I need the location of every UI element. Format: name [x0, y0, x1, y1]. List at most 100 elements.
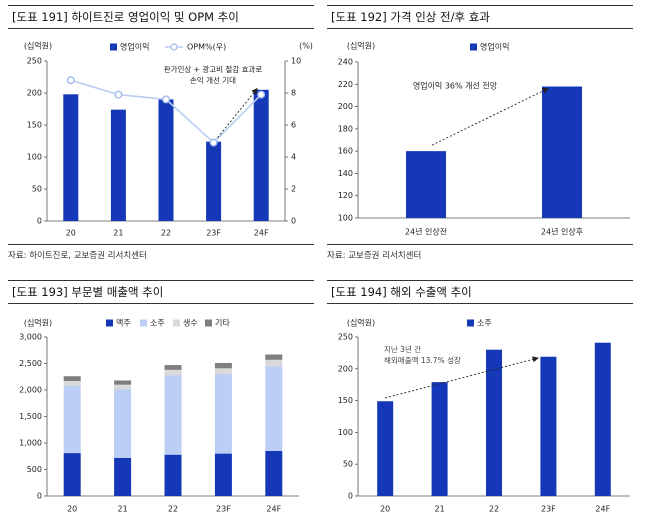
chart3-bar-segment — [164, 375, 182, 455]
chart1-x-tick-label: 22 — [161, 229, 171, 238]
chart3-bar-segment — [114, 384, 132, 390]
chart1-opm-legend-label: OPM%(우) — [187, 43, 226, 52]
chart1-y2-tick-label: 4 — [291, 153, 296, 162]
chart3-y-tick-label: 3,000 — [19, 333, 42, 342]
chart3-y-tick-label: 2,500 — [19, 359, 42, 368]
chart4-legend-label: 소주 — [477, 319, 492, 328]
chart1-op-legend-label: 영업이익 — [120, 42, 149, 52]
panel2-title: [도표 192] 가격 인상 전/후 효과 — [331, 10, 490, 24]
chart2-legend-swatch — [470, 43, 477, 51]
chart3-bar-segment — [164, 454, 182, 496]
chart2-legend-label: 영업이익 — [480, 42, 509, 52]
chart2-x-tick-label: 24년 인상전 — [405, 227, 447, 237]
chart3-0-legend-swatch — [106, 319, 113, 327]
chart4-y-tick-label: 250 — [338, 333, 353, 342]
chart1-y-tick-label: 50 — [32, 185, 42, 194]
chart1-annotation-line1: 판가인상 + 광고비 절감 효과로 — [164, 64, 263, 74]
chart1-opm-point — [257, 90, 266, 99]
chart1-bar — [158, 99, 174, 221]
chart3-1-legend-label: 소주 — [150, 319, 165, 328]
chart3-bar-segment — [265, 354, 283, 360]
chart1-op-legend-swatch — [110, 43, 117, 51]
chart3-x-tick-label: 22 — [168, 505, 178, 514]
chart3-bar-segment — [63, 380, 81, 386]
chart4-x-tick-label: 22 — [489, 505, 499, 514]
chart1-bar — [63, 94, 79, 221]
chart3-3-legend-label: 기타 — [215, 319, 230, 328]
chart2-arrow — [431, 88, 549, 146]
chart1-y-tick-label: 200 — [27, 89, 42, 98]
chart3-x-tick-label: 20 — [67, 505, 77, 514]
chart3-0-legend-label: 맥주 — [116, 318, 131, 328]
chart1-opm-legend-point — [170, 43, 178, 51]
chart1-y-unit: (십억원) — [24, 41, 52, 51]
chart3-bar-segment — [265, 359, 283, 367]
chart4-y-unit: (십억원) — [347, 318, 375, 328]
chart3-y-tick-label: 2,000 — [19, 386, 42, 395]
panel4-title-rule — [327, 303, 633, 304]
chart3-bar-segment — [164, 369, 182, 376]
chart2-y-unit: (십억원) — [347, 41, 375, 51]
chart2-y-tick-label: 200 — [338, 102, 353, 111]
chart1-y2-unit: (%) — [299, 42, 313, 51]
chart3-2-legend-label: 생수 — [183, 318, 198, 328]
chart3-bar-segment — [114, 457, 132, 496]
panel2-title-rule — [327, 28, 633, 29]
chart4-bar — [486, 349, 502, 496]
chart3-bar-segment — [63, 453, 81, 496]
chart3-y-tick-label: 500 — [27, 465, 42, 474]
chart2-y-tick-label: 180 — [338, 124, 353, 133]
chart1-bar — [110, 109, 126, 221]
chart3-bar-segment — [63, 385, 81, 454]
chart4-x-tick-label: 20 — [380, 505, 390, 514]
chart4-bar — [431, 382, 448, 496]
chart4-x-tick-label: 23F — [541, 505, 556, 514]
chart4-y-tick-label: 200 — [338, 364, 353, 373]
panel3-top-rule — [8, 280, 314, 281]
chart3-2-legend-swatch — [173, 319, 180, 327]
chart3-bar-segment — [114, 380, 132, 385]
panel1-bottom-rule — [8, 244, 314, 245]
chart1-opm-point — [114, 90, 123, 99]
chart2-y-tick-label: 160 — [338, 147, 353, 156]
panel3-title: [도표 193] 부문별 매출액 추이 — [12, 285, 164, 299]
chart2-bar — [542, 86, 582, 218]
chart1-y-tick-label: 250 — [27, 57, 42, 66]
chart1-opm-point — [161, 95, 170, 104]
chart3-1-legend-swatch — [140, 319, 147, 327]
chart1-y-tick-label: 100 — [27, 153, 42, 162]
chart4-x-tick-label: 24F — [595, 505, 610, 514]
chart1-annotation-line2: 손익 개선 기대 — [190, 75, 236, 85]
chart3-bar-segment — [214, 362, 232, 369]
chart1-opm-point — [66, 76, 75, 85]
panel3-title-rule — [8, 303, 314, 304]
chart4-annotation-line2: 해외매출액 13.7% 성장 — [384, 355, 461, 365]
chart4-y-tick-label: 0 — [348, 492, 353, 501]
panel1-title-rule — [8, 28, 314, 29]
chart2-y-tick-label: 140 — [338, 169, 353, 178]
chart4-bar — [377, 401, 394, 496]
chart3-y-tick-label: 0 — [37, 492, 42, 501]
chart1-y-tick-label: 150 — [27, 121, 42, 130]
chart3-bar-segment — [214, 374, 232, 454]
chart1-x-tick-label: 21 — [113, 229, 123, 238]
chart4-legend-swatch — [467, 319, 474, 327]
chart1-arrow — [217, 87, 258, 138]
chart2-y-tick-label: 120 — [338, 191, 353, 200]
panel2-top-rule — [327, 5, 633, 6]
chart1-bar — [253, 89, 269, 221]
panel2-source: 자료: 교보증권 리서치센터 — [327, 251, 422, 261]
chart3-y-tick-label: 1,000 — [19, 439, 42, 448]
chart3-x-tick-label: 23F — [216, 505, 231, 514]
panel4-title: [도표 194] 해외 수출액 추이 — [331, 285, 472, 299]
chart2-x-tick-label: 24년 인상후 — [541, 227, 583, 237]
chart3-bar-segment — [114, 389, 132, 458]
chart1-y2-tick-label: 6 — [291, 121, 296, 130]
chart1-opm-point — [209, 138, 218, 147]
panel4-top-rule — [327, 280, 633, 281]
chart4-bar — [540, 356, 557, 496]
chart2-y-tick-label: 220 — [338, 80, 353, 89]
panel1-top-rule — [8, 5, 314, 6]
chart1-x-tick-label: 20 — [66, 229, 76, 238]
chart1-y2-tick-label: 8 — [291, 89, 296, 98]
